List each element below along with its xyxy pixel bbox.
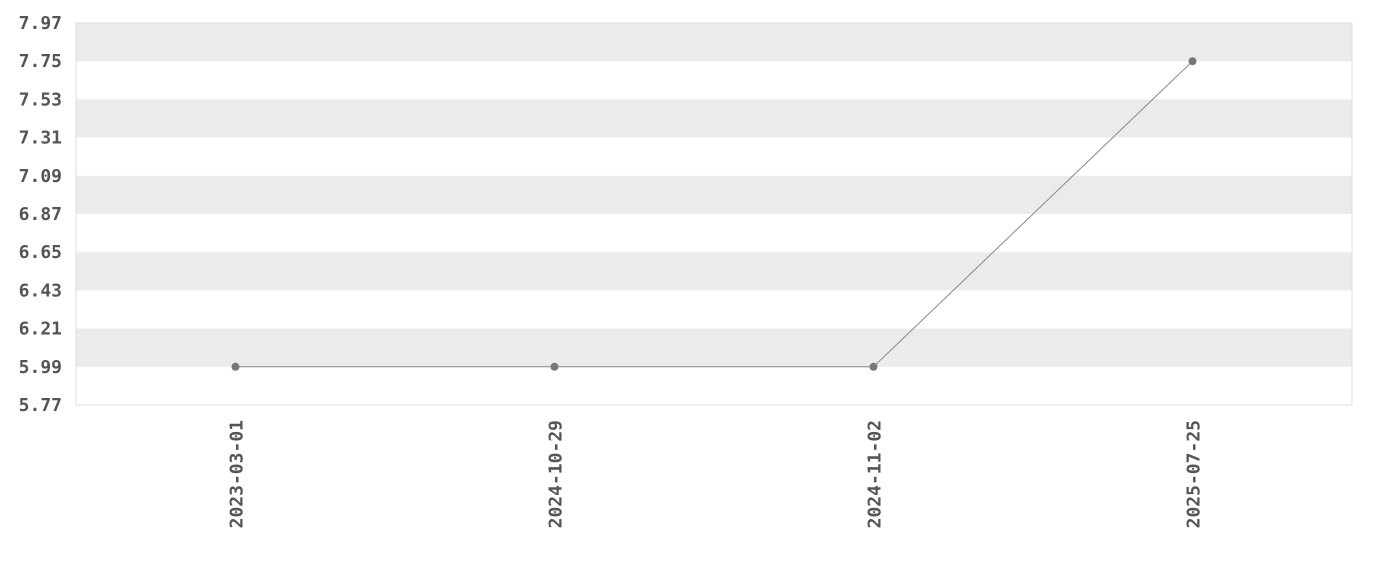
data-point: [550, 362, 559, 371]
series-line: [235, 60, 1193, 368]
grid-band: [76, 175, 1352, 214]
y-tick-label: 7.53: [19, 89, 62, 110]
y-tick-label: 5.99: [19, 357, 62, 378]
y-tick-label: 7.31: [19, 128, 62, 149]
grid-band: [76, 23, 1352, 62]
data-point: [1188, 57, 1197, 66]
x-tick-label: 2023-03-01: [227, 420, 248, 528]
grid-band: [76, 99, 1352, 138]
y-tick-label: 6.87: [19, 204, 62, 225]
y-tick-label: 6.21: [19, 319, 62, 340]
x-tick-label: 2024-11-02: [865, 420, 886, 528]
y-tick-label: 6.43: [19, 280, 62, 301]
y-tick-label: 6.65: [19, 242, 62, 263]
data-point: [869, 362, 878, 371]
y-tick-label: 7.97: [19, 13, 62, 34]
plot-border: [75, 22, 1353, 406]
grid-band: [76, 328, 1352, 367]
data-point: [231, 362, 240, 371]
y-tick-label: 7.09: [19, 166, 62, 187]
y-tick-label: 7.75: [19, 51, 62, 72]
x-tick-label: 2025-07-25: [1184, 420, 1205, 528]
y-tick-label: 5.77: [19, 395, 62, 416]
x-tick-label: 2024-10-29: [546, 420, 567, 528]
grid-band: [76, 252, 1352, 291]
